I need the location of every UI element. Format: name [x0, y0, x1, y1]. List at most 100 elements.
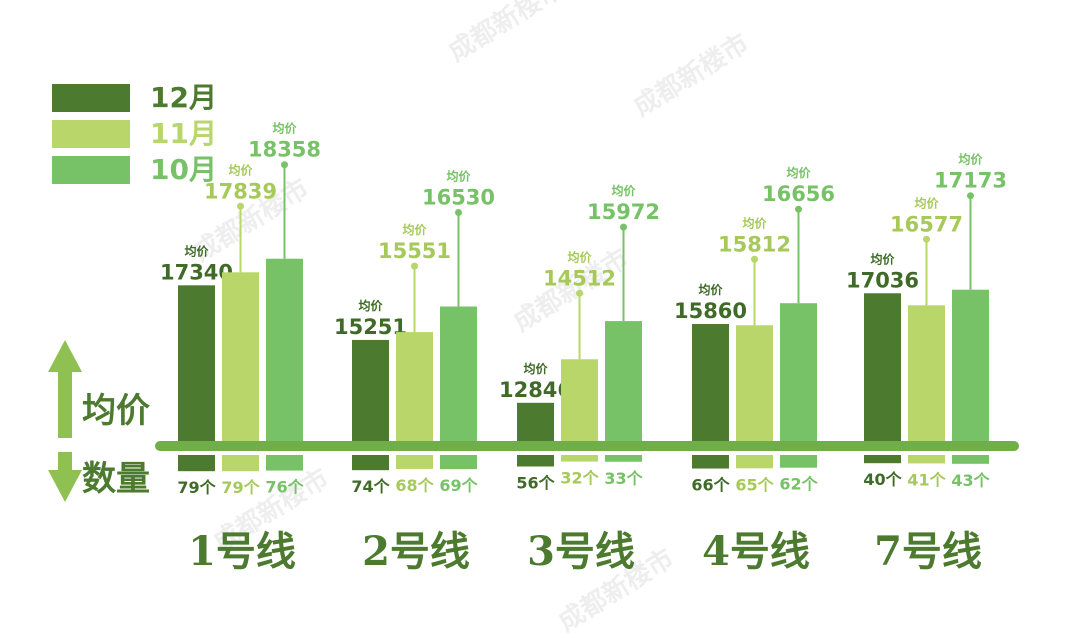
price-label: 12846	[499, 378, 572, 402]
legend-swatch	[52, 120, 130, 148]
avg-tag: 均价	[402, 222, 427, 237]
count-label: 68个	[395, 476, 434, 495]
price-label: 16530	[422, 186, 495, 210]
count-label: 41个	[907, 470, 946, 489]
price-bar	[440, 306, 477, 441]
price-leader-dot	[795, 205, 802, 213]
category-label: 3号线	[527, 528, 635, 575]
price-bar	[517, 402, 554, 441]
legend-item-oct: 10月	[52, 152, 217, 188]
legend-swatch	[52, 156, 130, 184]
price-arrow-shaft	[58, 368, 72, 438]
count-label: 79个	[221, 478, 260, 497]
price-label: 14512	[543, 266, 616, 290]
avg-tag: 均价	[228, 162, 253, 177]
count-bar	[222, 455, 259, 472]
category-label: 4号线	[702, 528, 810, 575]
avg-tag: 均价	[870, 251, 895, 266]
legend-label: 11月	[150, 117, 217, 150]
count-bar	[952, 455, 989, 464]
price-bar	[952, 289, 989, 441]
count-label: 69个	[439, 476, 478, 495]
count-bar	[352, 455, 389, 471]
avg-tag: 均价	[272, 121, 297, 136]
category-label: 2号线	[362, 528, 470, 575]
avg-tag: 均价	[523, 361, 548, 376]
price-leader-dot	[281, 161, 288, 169]
price-label: 17173	[934, 169, 1007, 193]
count-label: 66个	[691, 476, 730, 495]
count-label: 32个	[560, 469, 599, 488]
price-label: 15812	[718, 232, 791, 256]
count-label: 74个	[351, 477, 390, 496]
price-label: 17340	[160, 260, 233, 284]
count-label: 43个	[951, 471, 990, 490]
count-bar	[440, 455, 477, 470]
price-bar	[222, 272, 259, 441]
price-leader-dot	[237, 202, 244, 210]
legend-label: 12月	[150, 81, 217, 114]
legend-item-nov: 11月	[52, 116, 217, 152]
count-bar	[692, 455, 729, 469]
avg-tag: 均价	[958, 152, 983, 167]
price-leader-dot	[751, 255, 758, 263]
count-arrow-head	[48, 470, 82, 502]
avg-tag: 均价	[742, 215, 767, 230]
count-bar	[561, 455, 598, 462]
price-leader-dot	[620, 223, 627, 231]
count-bar	[396, 455, 433, 469]
price-label: 17036	[846, 268, 919, 292]
avg-tag: 均价	[184, 243, 209, 258]
category-label: 1号线	[188, 528, 296, 575]
price-bar	[561, 359, 598, 441]
count-label: 40个	[863, 470, 902, 489]
category-label: 7号线	[874, 528, 982, 575]
avg-tag: 均价	[446, 169, 471, 184]
avg-tag: 均价	[611, 183, 636, 198]
price-bar	[266, 258, 303, 441]
count-label: 79个	[177, 478, 216, 497]
price-label: 15860	[674, 299, 747, 323]
count-bar	[908, 455, 945, 464]
price-bar	[736, 325, 773, 441]
price-bar	[396, 332, 433, 441]
count-bar	[605, 455, 642, 462]
price-bar	[692, 324, 729, 441]
price-bar	[605, 321, 642, 441]
price-label: 16577	[890, 212, 963, 236]
price-arrow-head	[48, 340, 82, 372]
count-bar	[178, 455, 215, 472]
count-axis-label: 数量	[82, 459, 150, 499]
price-leader-dot	[923, 235, 930, 243]
price-bar	[352, 339, 389, 441]
price-label: 18358	[248, 138, 321, 162]
count-label: 33个	[604, 469, 643, 488]
count-bar	[780, 455, 817, 468]
price-leader-dot	[455, 209, 462, 217]
price-label: 15251	[334, 315, 407, 339]
avg-tag: 均价	[914, 195, 939, 210]
price-leader-dot	[411, 262, 418, 270]
price-bar	[864, 293, 901, 441]
legend: 12月 11月 10月	[52, 80, 217, 188]
legend-item-dec: 12月	[52, 80, 217, 116]
count-bar	[266, 455, 303, 471]
legend-swatch	[52, 84, 130, 112]
price-label: 15551	[378, 239, 451, 263]
price-leader-dot	[576, 289, 583, 297]
legend-label: 10月	[150, 153, 217, 186]
count-bar	[736, 455, 773, 469]
price-bar	[178, 285, 215, 441]
price-label: 16656	[762, 182, 835, 206]
avg-tag: 均价	[698, 282, 723, 297]
price-label: 17839	[204, 179, 277, 203]
baseline	[155, 441, 1019, 451]
price-bar	[780, 303, 817, 441]
count-bar	[517, 455, 554, 467]
count-arrow-shaft	[58, 452, 72, 474]
count-label: 62个	[779, 475, 818, 494]
price-axis-label: 均价	[82, 391, 150, 431]
count-bar	[864, 455, 901, 464]
count-label: 56个	[516, 473, 555, 492]
